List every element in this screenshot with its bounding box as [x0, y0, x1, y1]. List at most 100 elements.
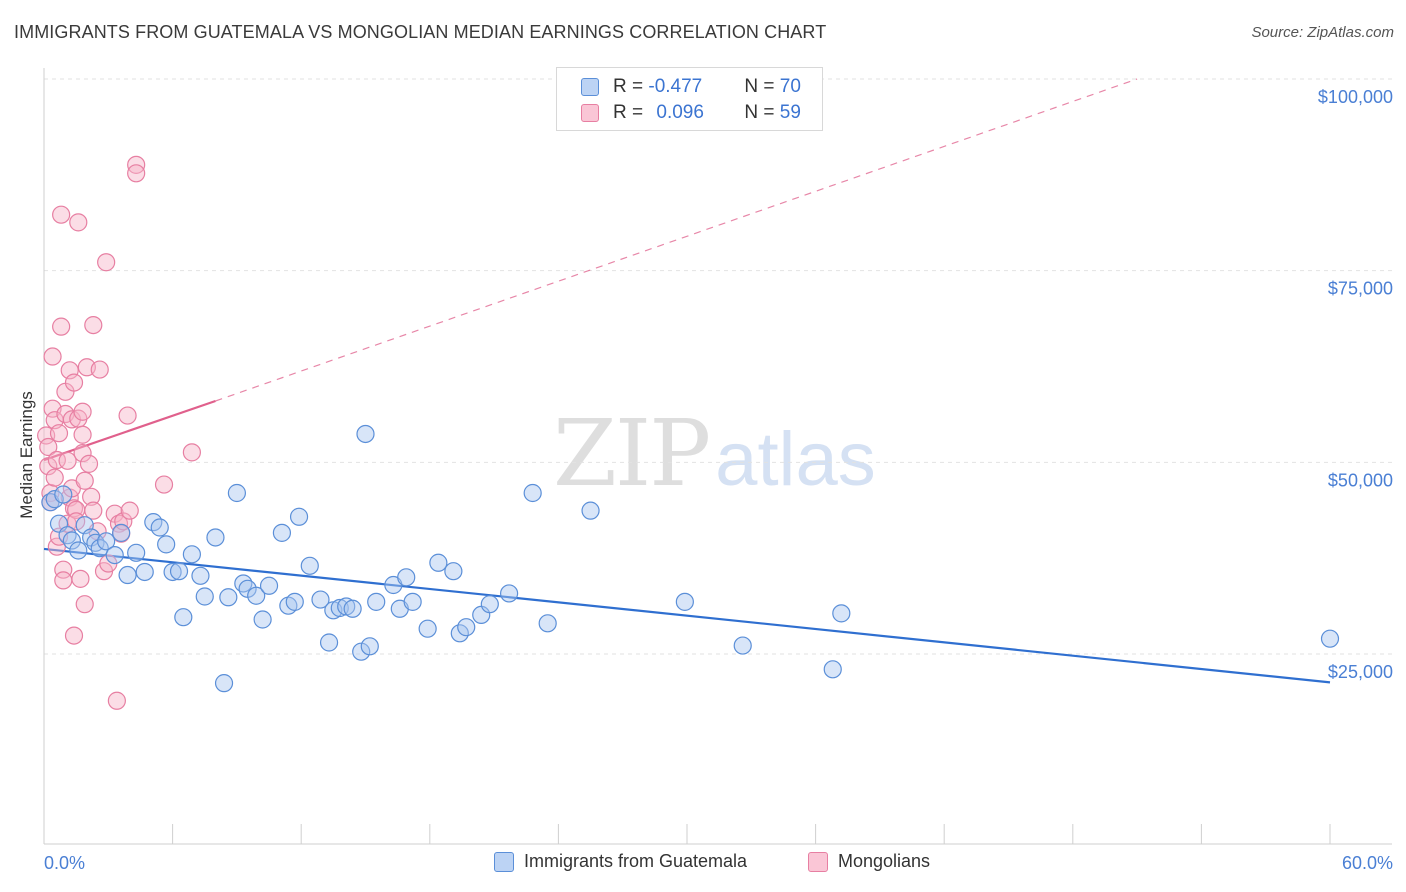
point-guatemala [105, 545, 124, 565]
point-mongolians [73, 402, 92, 421]
watermark-atlas: atlas [715, 417, 876, 502]
point-mongolians [97, 253, 116, 272]
point-mongolians [52, 317, 71, 336]
point-guatemala [418, 619, 437, 638]
series-legend: Immigrants from Guatemala Mongolians [0, 851, 1406, 877]
point-mongolians [84, 501, 103, 520]
point-guatemala [300, 556, 319, 575]
point-guatemala [45, 490, 64, 509]
point-mongolians [54, 560, 73, 579]
chart-title: IMMIGRANTS FROM GUATEMALA VS MONGOLIAN M… [14, 22, 827, 42]
point-guatemala [523, 483, 542, 503]
legend-r-label: R = [613, 102, 649, 123]
point-guatemala [174, 608, 193, 627]
point-guatemala [360, 637, 379, 656]
y-tick-label: $75,000 [1328, 279, 1393, 299]
point-mongolians [120, 501, 139, 520]
series-legend-mongolians: Mongolians [808, 851, 930, 872]
point-guatemala [163, 562, 182, 582]
point-guatemala [675, 592, 694, 611]
axis-labels: $25,000 $50,000 $75,000 $100,000 0.0% 60.0% Me… [17, 87, 1393, 873]
series-legend-label: Mongolians [838, 851, 931, 871]
point-guatemala [823, 660, 842, 679]
point-guatemala [733, 636, 752, 655]
point-guatemala [311, 590, 330, 609]
point-guatemala [259, 576, 279, 595]
point-mongolians [73, 444, 92, 463]
series-legend-guatemala: Immigrants from Guatemala [494, 851, 747, 872]
point-guatemala [227, 483, 246, 503]
point-guatemala [182, 545, 201, 564]
point-mongolians [114, 512, 133, 531]
trend-line-guatemala [43, 547, 1331, 684]
point-guatemala [214, 674, 234, 693]
point-guatemala [457, 618, 476, 637]
gridlines [44, 78, 1392, 655]
point-guatemala [112, 523, 131, 542]
point-mongolians [107, 691, 126, 710]
trend-lines [43, 78, 1331, 684]
x-tick-label: 60.0% [1342, 853, 1393, 873]
legend-row-guatemala: R = -0.477 N = 70 [581, 74, 801, 100]
point-mongolians [52, 205, 71, 224]
series-swatch-blue [494, 851, 514, 872]
legend-n-value: 59 [779, 102, 801, 123]
point-guatemala [272, 523, 292, 542]
point-mongolians [43, 347, 62, 366]
point-mongolians [64, 626, 84, 645]
source-label: Source: ZipAtlas.com [1251, 24, 1394, 41]
y-tick-label: $100,000 [1318, 87, 1393, 107]
legend-n-label: N = [744, 76, 780, 97]
point-guatemala [150, 518, 169, 537]
watermark-zip: ZIP [553, 400, 711, 507]
legend-swatch-blue [581, 78, 599, 96]
point-guatemala [480, 595, 499, 614]
x-tick-label: 0.0% [44, 853, 85, 873]
point-mongolians [182, 443, 201, 462]
point-guatemala [62, 531, 81, 550]
point-mongolians [84, 316, 103, 335]
point-guatemala [169, 562, 189, 581]
point-guatemala [195, 587, 214, 606]
legend-n-value: 70 [779, 76, 801, 97]
point-guatemala [330, 598, 349, 618]
point-guatemala [90, 539, 109, 558]
watermark: ZIPatlas [553, 400, 876, 507]
point-mongolians [75, 595, 94, 614]
point-mongolians [71, 569, 90, 588]
point-guatemala [403, 592, 422, 611]
point-guatemala [127, 543, 146, 562]
point-guatemala [832, 604, 851, 623]
point-guatemala [253, 610, 272, 629]
point-guatemala [444, 562, 463, 581]
point-guatemala [500, 584, 519, 603]
legend-swatch-pink [581, 104, 599, 122]
point-guatemala [581, 501, 600, 520]
point-guatemala [343, 599, 362, 618]
correlation-legend: R = -0.477 N = 70 R = 0.096 N = 59 [556, 67, 823, 131]
point-mongolians [90, 360, 109, 379]
legend-n-label: N = [744, 102, 780, 123]
point-mongolians [73, 425, 92, 444]
point-mongolians [69, 213, 88, 232]
point-guatemala [157, 535, 176, 554]
y-axis-title: Median Earnings [17, 391, 36, 519]
legend-r-label: R = [613, 76, 649, 97]
point-guatemala [206, 528, 225, 547]
point-guatemala [97, 532, 116, 551]
point-guatemala [219, 588, 238, 607]
point-guatemala [289, 507, 309, 526]
point-mongolians [75, 471, 94, 490]
point-guatemala [191, 566, 210, 585]
point-mongolians [154, 475, 174, 494]
point-mongolians [45, 468, 64, 487]
point-guatemala [319, 633, 339, 652]
point-guatemala [397, 568, 416, 587]
point-mongolians [39, 437, 58, 457]
point-guatemala [118, 565, 137, 585]
point-guatemala [1320, 629, 1340, 648]
point-mongolians [82, 487, 101, 506]
point-mongolians [54, 571, 73, 590]
point-guatemala [356, 424, 375, 444]
